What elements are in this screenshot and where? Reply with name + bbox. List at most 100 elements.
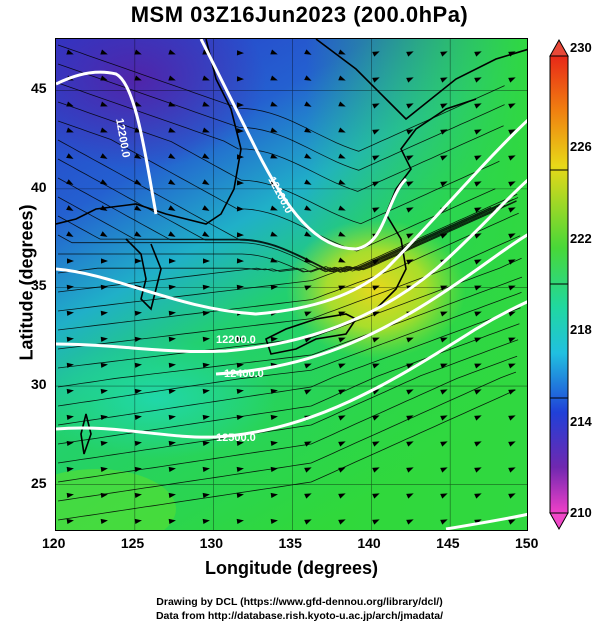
wind-arrow: [508, 103, 516, 109]
wind-arrow: [508, 415, 516, 421]
wind-arrow: [474, 337, 482, 343]
wind-arrow: [474, 155, 482, 161]
wind-arrow: [406, 441, 414, 447]
wind-arrow: [440, 519, 448, 525]
wind-arrow: [372, 519, 380, 525]
wind-arrow: [304, 101, 312, 107]
contour-12100: [199, 39, 408, 251]
wind-arrow: [406, 129, 414, 135]
wind-arrow: [372, 51, 380, 57]
streamline: [57, 371, 517, 502]
wind-arrow: [474, 207, 482, 213]
wind-arrow: [134, 518, 142, 525]
wind-arrow: [168, 127, 176, 133]
wind-arrow: [134, 179, 142, 185]
wind-arrow: [406, 103, 414, 109]
wind-arrow: [168, 49, 176, 55]
wind-arrow: [202, 388, 210, 395]
wind-arrow: [372, 181, 380, 187]
wind-arrow: [100, 153, 108, 159]
coastline-hokkaido: [395, 98, 477, 190]
wind-arrow: [372, 441, 380, 447]
contour-12400: [215, 233, 527, 376]
colorbar-tick-label: 218: [570, 322, 592, 338]
wind-arrow: [168, 336, 176, 342]
streamline: [57, 276, 523, 388]
wind-arrow: [66, 127, 74, 133]
wind-arrow: [474, 415, 482, 421]
wind-arrow: [169, 258, 176, 264]
wind-arrow: [100, 101, 108, 107]
wind-arrow: [406, 259, 414, 265]
wind-arrow: [134, 49, 142, 55]
wind-arrow: [406, 155, 414, 161]
wind-arrow: [168, 153, 176, 159]
wind-arrow: [304, 467, 312, 473]
wind-arrow: [304, 519, 312, 525]
colorbar-max-triangle: [549, 38, 569, 57]
streamline: [57, 82, 504, 192]
wind-arrow: [508, 311, 516, 317]
wind-arrow: [304, 337, 312, 343]
wind-arrow: [406, 337, 414, 343]
wind-arrow: [406, 207, 414, 213]
wind-arrow: [474, 363, 482, 369]
wind-arrow: [100, 518, 108, 525]
wind-arrow: [508, 441, 516, 447]
wind-arrow: [270, 440, 278, 447]
wind-arrow: [508, 337, 516, 343]
contour-12500: [56, 300, 527, 439]
wind-arrow: [372, 285, 380, 291]
wind-arrow: [406, 181, 414, 187]
wind-arrow: [372, 155, 380, 161]
wind-arrow: [100, 414, 108, 421]
wind-arrow: [338, 205, 346, 211]
x-tick-label: 150: [515, 535, 539, 551]
wind-arrow: [338, 257, 346, 263]
wind-arrow: [202, 362, 210, 368]
wind-arrow: [508, 233, 516, 239]
y-tick-label: 25: [31, 474, 47, 491]
wind-arrow: [168, 101, 176, 107]
wind-arrow: [100, 310, 108, 316]
wind-arrow: [168, 362, 176, 368]
coastline-japan-kyushu: [265, 313, 358, 355]
wind-arrow: [134, 205, 142, 211]
contour-label-12400: 12400.0: [224, 368, 264, 380]
contour-12200: [56, 70, 158, 215]
contour-12300: [56, 178, 527, 354]
x-tick-label: 130: [199, 535, 224, 551]
wind-arrow: [406, 493, 414, 499]
wind-arrow: [338, 467, 346, 473]
wind-arrow: [270, 492, 278, 499]
wind-arrow: [304, 75, 312, 81]
wind-arrow: [474, 51, 482, 57]
wind-arrow: [406, 519, 414, 525]
wind-arrow: [100, 492, 108, 499]
wind-arrow: [100, 440, 108, 447]
wind-arrow: [134, 310, 142, 316]
wind-arrow: [372, 311, 380, 317]
wind-arrow: [474, 285, 482, 291]
colorbar-tick-label: 230: [570, 40, 592, 55]
wind-arrow: [202, 492, 210, 499]
wind-arrow: [440, 155, 448, 161]
wind-arrow: [202, 310, 210, 316]
wind-arrow: [101, 258, 108, 264]
wind-arrow: [372, 363, 380, 369]
wind-arrow: [168, 205, 176, 211]
wind-arrow: [66, 388, 74, 395]
wind-arrow: [270, 414, 278, 421]
wind-arrow: [338, 389, 346, 395]
wind-arrow: [236, 362, 244, 368]
wind-arrow: [168, 518, 176, 525]
wind-arrow: [440, 389, 448, 395]
wind-arrow: [134, 388, 142, 395]
colorbar-tick-label: 226: [570, 139, 592, 155]
wind-arrow: [474, 389, 482, 395]
wind-arrow: [372, 103, 380, 109]
wind-arrow: [236, 206, 244, 212]
wind-arrow: [66, 362, 74, 368]
wind-arrow: [338, 75, 346, 81]
wind-arrow: [66, 153, 74, 159]
